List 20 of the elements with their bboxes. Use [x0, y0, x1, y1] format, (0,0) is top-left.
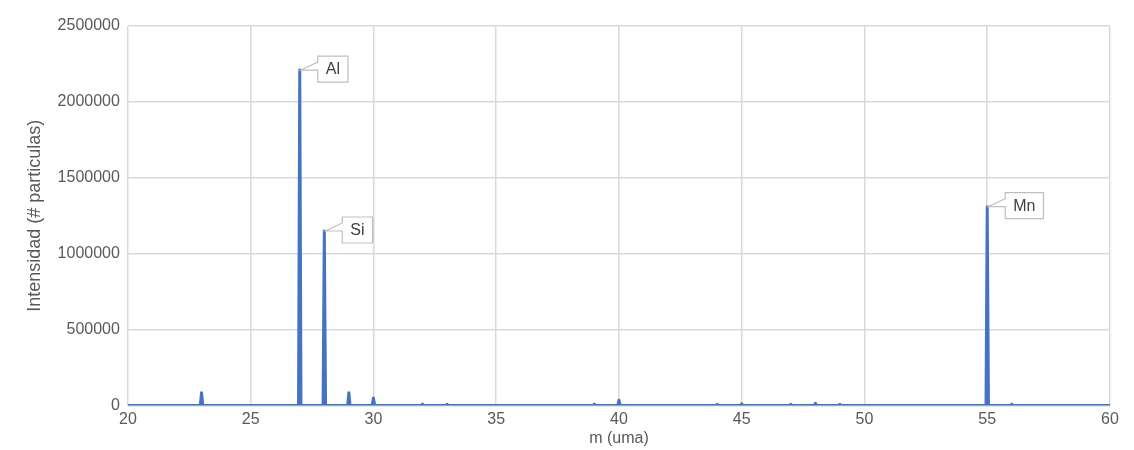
- x-tick-label: 25: [241, 409, 260, 427]
- x-tick-label: 45: [732, 409, 751, 427]
- y-tick-label: 0: [110, 396, 120, 414]
- x-tick-label: 35: [487, 409, 506, 427]
- annotation: Si: [350, 221, 365, 239]
- y-tick-label: 500000: [66, 320, 120, 338]
- annotation: Al: [325, 60, 340, 78]
- x-tick-label: 20: [118, 409, 137, 427]
- y-tick-label: 2000000: [57, 92, 120, 110]
- x-axis-title: m (uma): [589, 428, 649, 446]
- x-tick-label: 50: [855, 409, 874, 427]
- x-tick-label: 30: [364, 409, 383, 427]
- y-axis-title: Intensidad (# particulas): [23, 119, 44, 312]
- y-tick-label: 2500000: [57, 16, 120, 34]
- x-tick-label: 60: [1101, 409, 1119, 427]
- annotation: Mn: [1013, 197, 1036, 215]
- x-tick-label: 55: [978, 409, 997, 427]
- x-tick-label: 40: [610, 409, 628, 427]
- y-tick-label: 1500000: [57, 168, 120, 186]
- y-tick-label: 1000000: [57, 244, 120, 262]
